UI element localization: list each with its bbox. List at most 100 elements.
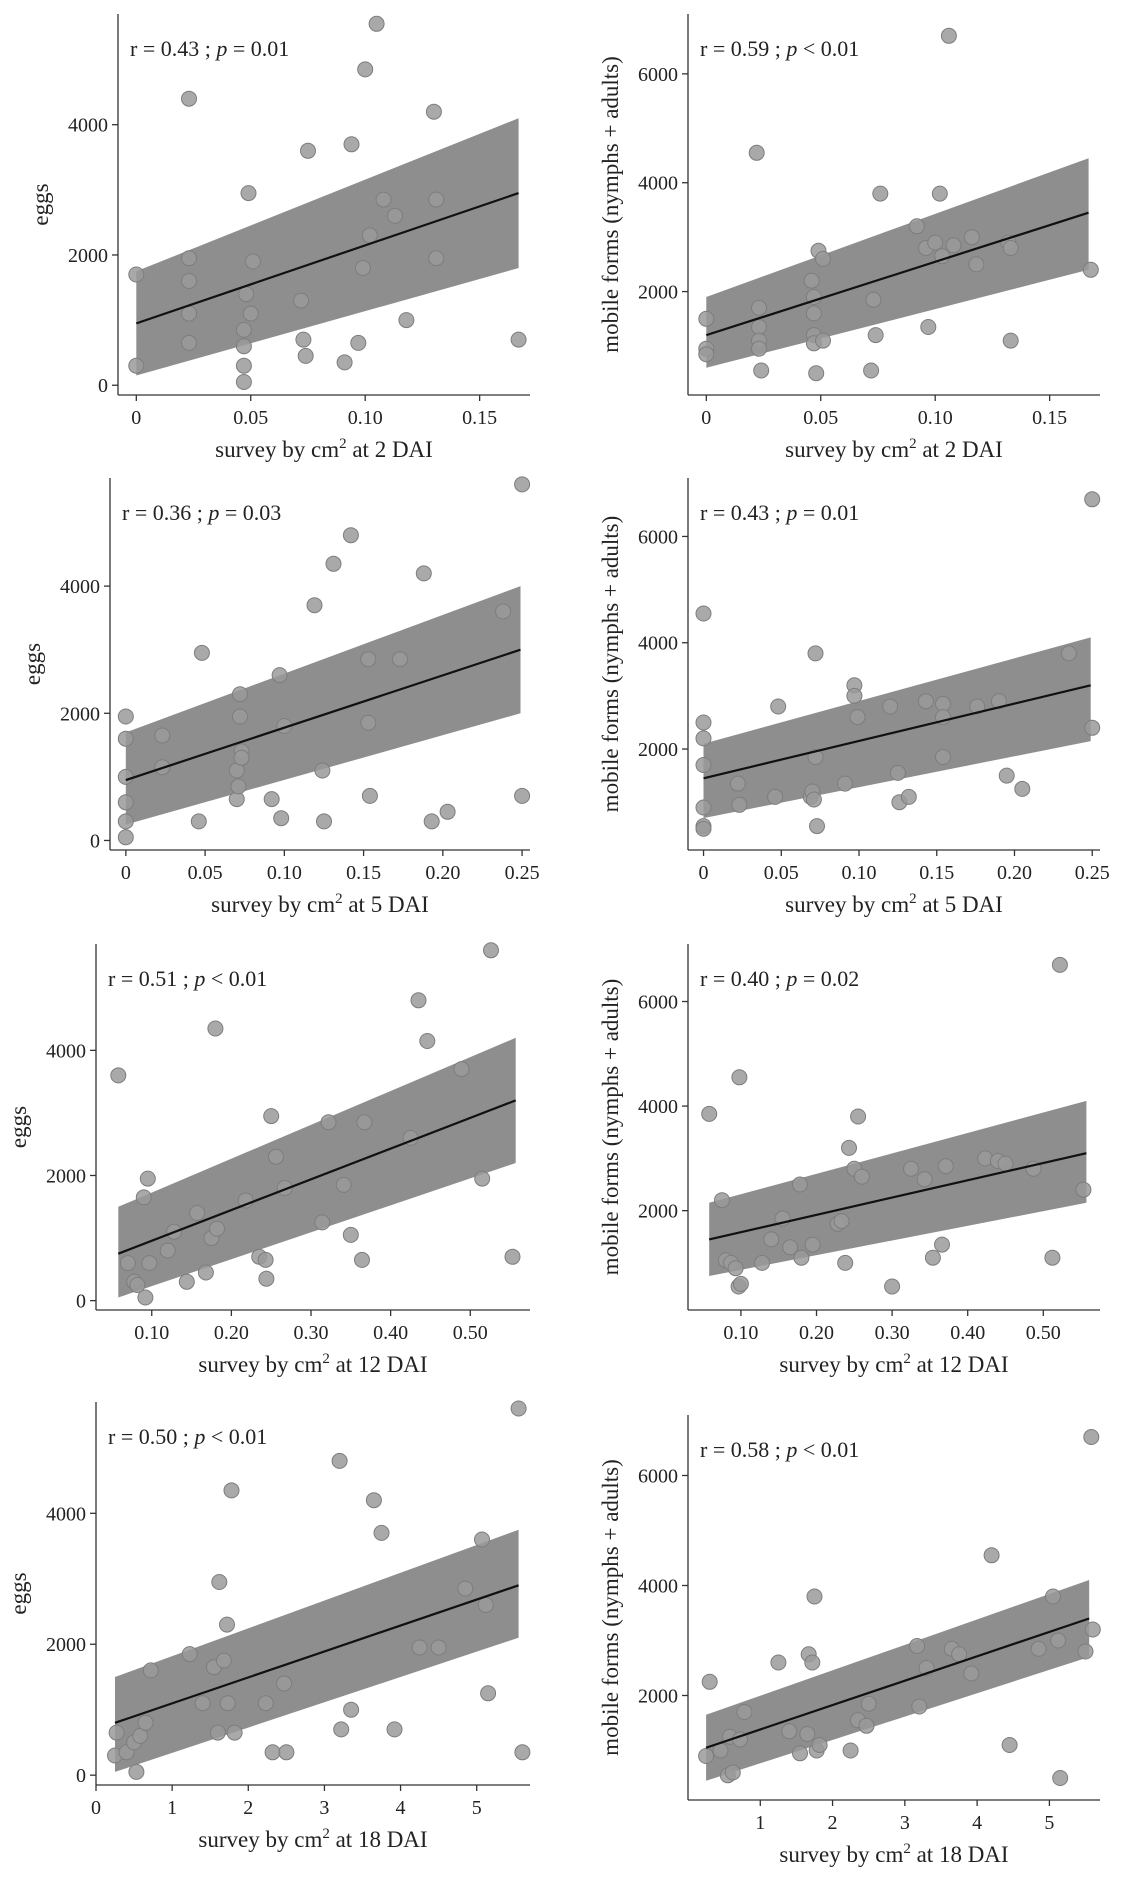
chart-mobile-18dai-point-35 (1083, 1429, 1100, 1445)
chart-eggs-5dai-xtick-label-2: 0.10 (267, 862, 302, 884)
chart-eggs-5dai-point-19 (273, 810, 290, 827)
chart-eggs-2dai-point-21 (350, 334, 367, 351)
chart-mobile-2dai-xlabel: survey by cm2 at 2 DAI (785, 436, 1003, 462)
chart-mobile-12dai-point-20 (850, 1108, 867, 1125)
chart-mobile-18dai-point-20 (860, 1695, 877, 1712)
chart-eggs-12dai-ytick-label-0: 0 (76, 1291, 86, 1313)
chart-eggs-2dai-ylabel: eggs (28, 183, 53, 225)
chart-mobile-5dai-annotation-pvalue: = 0.01 (797, 500, 859, 525)
chart-eggs-2dai-xtick-label-0: 0 (131, 407, 141, 429)
chart-mobile-18dai-point-9 (781, 1723, 798, 1740)
chart-eggs-2dai-point-2 (181, 90, 197, 107)
chart-mobile-18dai-annotation: r = 0.58 ; p < 0.01 (700, 1437, 859, 1462)
chart-mobile-12dai-xtick-label-2: 0.30 (875, 1322, 910, 1344)
chart-eggs-5dai-point-22 (314, 762, 331, 779)
chart-mobile-2dai-point-3 (748, 144, 765, 161)
chart-eggs-2dai-point-19 (336, 354, 353, 371)
chart-eggs-2dai-confidence-band (136, 118, 519, 376)
chart-mobile-2dai-ytick-label-1: 4000 (638, 173, 678, 195)
chart-eggs-12dai-point-26 (342, 1226, 359, 1243)
chart-mobile-12dai-annotation-r: r = 0.40 ; (700, 966, 786, 991)
chart-eggs-12dai-annotation-r: r = 0.51 ; (108, 966, 194, 991)
chart-eggs-2dai-ytick-label-0: 0 (98, 375, 108, 397)
chart-mobile-5dai-point-7 (729, 775, 746, 792)
chart-mobile-18dai-point-19 (858, 1717, 875, 1734)
chart-mobile-18dai-xtick-label-0: 1 (755, 1812, 765, 1834)
chart-eggs-2dai-point-13 (242, 305, 259, 322)
chart-eggs-2dai-xlabel-sup: 2 (339, 436, 347, 452)
chart-eggs-5dai-fit-line (125, 648, 521, 782)
chart-eggs-12dai-point-6 (139, 1170, 156, 1187)
chart-eggs-18dai-xtick-label-5: 5 (472, 1797, 482, 1819)
chart-eggs-18dai-point-22 (331, 1452, 348, 1469)
chart-eggs-5dai-xlabel-sup: 2 (335, 891, 343, 907)
chart-mobile-18dai-point-26 (963, 1665, 980, 1682)
chart-eggs-5dai-point-8 (190, 813, 207, 830)
chart-eggs-2dai-point-3 (181, 250, 197, 267)
chart-mobile-18dai-point-31 (1050, 1632, 1067, 1649)
chart-eggs-18dai-xtick-label-1: 1 (167, 1797, 177, 1819)
chart-eggs-18dai-point-24 (343, 1701, 360, 1718)
chart-eggs-2dai-annotation-p: p (214, 36, 227, 61)
chart-eggs-5dai-ytick-label-0: 0 (90, 830, 100, 852)
chart-mobile-2dai-xtick-label-2: 0.10 (918, 407, 953, 429)
chart-mobile-18dai-xlabel-text: survey by cm (779, 1842, 903, 1867)
chart-eggs-5dai-point-14 (232, 686, 248, 703)
chart-mobile-2dai-point-31 (968, 256, 985, 273)
chart-eggs-2dai-ytick-label-1: 2000 (68, 245, 108, 267)
chart-mobile-18dai-point-17 (842, 1742, 859, 1759)
chart-eggs-2dai-point-29 (425, 103, 442, 120)
chart-mobile-2dai-xtick-label-3: 0.15 (1032, 407, 1067, 429)
chart-eggs-18dai-point-14 (219, 1616, 235, 1633)
chart-eggs-12dai-point-7 (141, 1255, 158, 1272)
chart-mobile-18dai-point-33 (1077, 1643, 1094, 1660)
chart-mobile-2dai-annotation: r = 0.59 ; p < 0.01 (700, 36, 859, 61)
chart-mobile-12dai-point-16 (833, 1213, 850, 1230)
chart-eggs-5dai: 0 2000 4000 0 0.05 0.10 0.15 0.20 0.25 survey by … (20, 476, 540, 917)
chart-mobile-5dai-point-19 (846, 687, 863, 704)
chart-eggs-12dai-point-14 (207, 1020, 224, 1037)
chart-eggs-18dai-point-1 (108, 1724, 125, 1741)
chart-mobile-5dai-point-32 (1014, 780, 1031, 797)
chart-eggs-18dai-annotation-p: p (192, 1424, 205, 1449)
chart-mobile-5dai-xtick-label-0: 0 (699, 862, 709, 884)
chart-eggs-5dai-xlabel: survey by cm2 at 5 DAI (211, 891, 429, 917)
chart-eggs-5dai-confidence-band (125, 586, 521, 825)
chart-mobile-5dai-point-24 (900, 788, 917, 805)
chart-mobile-12dai-point-24 (916, 1171, 933, 1188)
chart-eggs-2dai-xlabel-text: survey by cm (215, 437, 339, 462)
chart-eggs-2dai-point-16 (295, 331, 312, 348)
chart-mobile-5dai-xlabel: survey by cm2 at 5 DAI (785, 891, 1003, 917)
chart-mobile-2dai-point-30 (963, 229, 980, 246)
chart-mobile-18dai-ytick-label-0: 2000 (638, 1686, 678, 1708)
chart-eggs-18dai-point-19 (264, 1744, 281, 1761)
chart-eggs-18dai-xlabel-text: survey by cm (198, 1827, 322, 1852)
chart-mobile-2dai-point-2 (698, 346, 715, 363)
chart-mobile-18dai-point-8 (770, 1654, 787, 1671)
chart-mobile-18dai-point-32 (1052, 1770, 1069, 1786)
chart-mobile-18dai-point-21 (909, 1638, 926, 1654)
chart-mobile-12dai-ytick-label-0: 2000 (638, 1201, 678, 1223)
chart-mobile-12dai-ytick-label-1: 4000 (638, 1096, 678, 1118)
chart-eggs-5dai-point-25 (342, 527, 359, 544)
chart-eggs-5dai-xlabel-text: survey by cm (211, 892, 335, 917)
chart-eggs-2dai-point-28 (398, 312, 415, 329)
chart-eggs-5dai-point-16 (233, 749, 250, 766)
chart-mobile-18dai-point-34 (1084, 1621, 1101, 1638)
chart-eggs-12dai-point-19 (258, 1270, 275, 1287)
chart-mobile-18dai-xlabel: survey by cm2 at 18 DAI (779, 1841, 1008, 1867)
chart-mobile-5dai-point-9 (767, 788, 784, 805)
chart-mobile-5dai-point-22 (889, 764, 906, 781)
chart-eggs-5dai-point-29 (392, 651, 408, 668)
chart-mobile-5dai-point-3 (695, 757, 712, 773)
chart-mobile-12dai-point-9 (763, 1231, 780, 1248)
chart-mobile-2dai-point-22 (908, 218, 925, 235)
chart-eggs-18dai-point-32 (477, 1597, 494, 1613)
chart-eggs-5dai-point-0 (117, 708, 134, 725)
chart-mobile-5dai-point-25 (917, 693, 934, 710)
chart-eggs-18dai-xtick-label-3: 3 (319, 1797, 329, 1819)
chart-mobile-5dai-ytick-label-1: 4000 (638, 633, 678, 655)
chart-eggs-18dai-point-9 (194, 1695, 211, 1712)
chart-eggs-12dai-ylabel: eggs (6, 1106, 31, 1148)
chart-mobile-5dai-point-33 (1060, 645, 1077, 662)
